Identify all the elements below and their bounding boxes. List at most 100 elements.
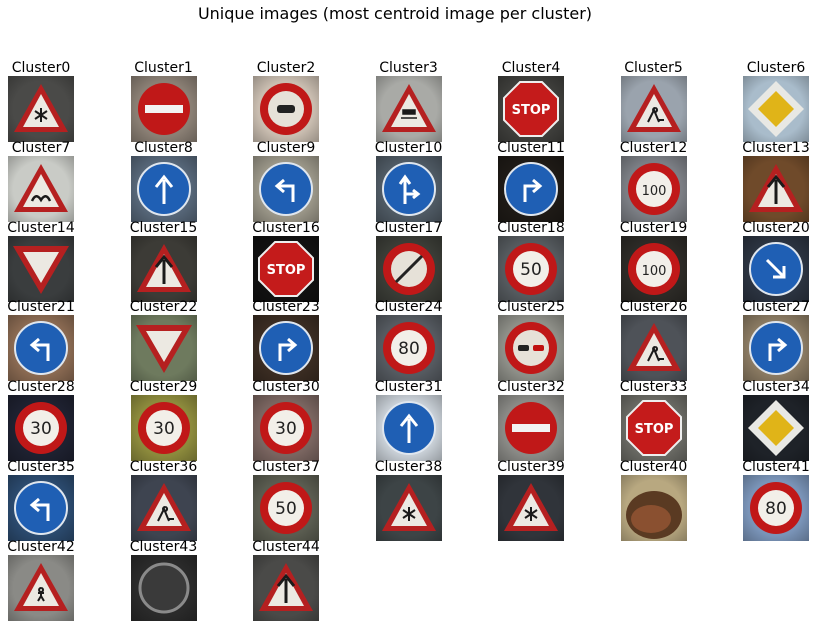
cluster-cell: Cluster26 <box>620 299 701 382</box>
cluster-cell: Cluster0 <box>8 60 88 142</box>
cluster-label: Cluster28 <box>7 379 75 396</box>
traffic-sign-image <box>375 155 442 222</box>
cluster-cell: Cluster2 <box>253 60 333 142</box>
traffic-sign-image <box>743 155 809 222</box>
cluster-cell: Cluster34 <box>742 379 823 462</box>
cluster-label: Cluster19 <box>619 219 688 236</box>
cluster-label: Cluster35 <box>7 459 75 475</box>
cluster-label: Cluster12 <box>619 139 688 156</box>
svg-text:50: 50 <box>275 499 297 519</box>
traffic-sign-image <box>253 76 319 142</box>
cluster-cell: Cluster21 <box>7 299 88 382</box>
cluster-cell: Cluster15 <box>130 220 211 302</box>
cluster-cell: Cluster17 <box>375 220 456 302</box>
cluster-label: Cluster13 <box>742 139 810 156</box>
traffic-sign-image <box>130 554 197 621</box>
traffic-sign-image <box>8 315 74 382</box>
cluster-cell: Cluster41 80 <box>742 459 823 541</box>
cluster-label: Cluster17 <box>374 219 443 236</box>
svg-text:30: 30 <box>275 419 297 439</box>
traffic-sign-image: 50 <box>253 475 319 541</box>
cluster-label: Cluster40 <box>619 459 688 475</box>
cluster-cell: Cluster16 STOP <box>252 220 333 302</box>
cluster-cell: Cluster40 <box>620 459 701 541</box>
traffic-sign-image: 30 <box>8 395 74 462</box>
cluster-cell: Cluster7 <box>8 140 88 222</box>
cluster-cell: Cluster44 <box>252 539 333 621</box>
cluster-label: Cluster3 <box>379 60 438 76</box>
cluster-label: Cluster0 <box>11 60 71 76</box>
cluster-cell: Cluster22 <box>130 299 211 382</box>
cluster-cell: Cluster36 <box>130 459 211 541</box>
traffic-sign-image: 30 <box>253 395 319 462</box>
cluster-cell: Cluster23 <box>252 299 333 382</box>
cluster-cell: Cluster4 STOP <box>498 60 578 142</box>
svg-text:80: 80 <box>765 499 787 519</box>
traffic-sign-image <box>130 235 197 302</box>
svg-text:80: 80 <box>398 339 420 359</box>
svg-text:STOP: STOP <box>512 103 551 118</box>
cluster-cell: Cluster38 <box>375 459 456 541</box>
traffic-sign-image: STOP <box>253 235 319 302</box>
traffic-sign-image <box>498 475 564 541</box>
cluster-cell: Cluster30 30 <box>252 379 333 462</box>
svg-text:100: 100 <box>641 264 666 279</box>
cluster-label: Cluster5 <box>624 60 683 76</box>
cluster-cell: Cluster6 <box>743 60 823 142</box>
traffic-sign-image <box>375 475 442 541</box>
cluster-cell: Cluster11 <box>497 140 578 222</box>
cluster-cell: Cluster43 <box>130 539 211 621</box>
cluster-cell: Cluster42 <box>7 539 88 621</box>
cluster-label: Cluster9 <box>256 139 316 156</box>
cluster-cell: Cluster29 30 <box>130 379 211 462</box>
cluster-cell: Cluster39 <box>497 459 578 541</box>
svg-text:30: 30 <box>30 419 52 439</box>
cluster-label: Cluster2 <box>256 60 316 76</box>
traffic-sign-image <box>8 475 74 541</box>
svg-text:50: 50 <box>520 260 542 280</box>
cluster-label: Cluster27 <box>742 299 810 316</box>
traffic-sign-image <box>130 475 197 541</box>
cluster-label: Cluster22 <box>129 299 198 316</box>
traffic-sign-image: 50 <box>498 235 564 302</box>
cluster-label: Cluster1 <box>134 60 193 76</box>
cluster-label: Cluster26 <box>619 299 688 316</box>
cluster-label: Cluster24 <box>374 299 443 316</box>
svg-text:30: 30 <box>153 419 175 439</box>
cluster-cell: Cluster27 <box>742 299 823 382</box>
cluster-cell: Cluster33 STOP <box>620 379 701 462</box>
cluster-label: Cluster42 <box>7 538 75 555</box>
cluster-label: Cluster18 <box>497 219 565 236</box>
cluster-label: Cluster44 <box>252 538 320 555</box>
cluster-cell: Cluster24 80 <box>375 299 456 382</box>
cluster-label: Cluster31 <box>374 379 443 396</box>
traffic-sign-image <box>620 475 687 541</box>
traffic-sign-image <box>498 315 564 382</box>
cluster-label: Cluster34 <box>742 379 810 396</box>
cluster-cell: Cluster13 <box>742 140 823 222</box>
cluster-cell: Cluster9 <box>253 140 333 222</box>
traffic-sign-image <box>375 76 442 142</box>
cluster-label: Cluster23 <box>252 299 320 316</box>
cluster-cell: Cluster18 50 <box>497 220 578 302</box>
cluster-cell: Cluster28 30 <box>7 379 88 462</box>
cluster-label: Cluster7 <box>11 139 71 156</box>
figure-title: Unique images (most centroid image per c… <box>197 4 593 23</box>
cluster-cell: Cluster1 <box>130 60 211 142</box>
traffic-sign-image <box>743 315 809 382</box>
cluster-label: Cluster41 <box>742 459 810 475</box>
cluster-cell: Cluster31 <box>375 379 456 462</box>
cluster-cell: Cluster20 <box>742 220 823 302</box>
traffic-sign-image <box>375 235 442 302</box>
traffic-sign-image <box>8 235 74 302</box>
cluster-cell: Cluster14 <box>7 220 88 302</box>
cluster-cell: Cluster37 50 <box>252 459 333 541</box>
cluster-label: Cluster20 <box>742 219 810 236</box>
traffic-sign-image <box>620 76 687 142</box>
cluster-label: Cluster14 <box>7 219 75 236</box>
traffic-sign-image <box>253 554 319 621</box>
cluster-label: Cluster38 <box>374 459 443 475</box>
cluster-label: Cluster10 <box>374 139 443 156</box>
cluster-label: Cluster21 <box>7 299 75 316</box>
cluster-label: Cluster37 <box>252 459 320 475</box>
